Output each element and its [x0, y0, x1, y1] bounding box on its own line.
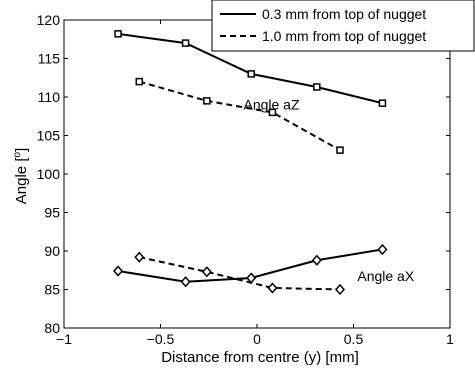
- legend-box: [211, 0, 475, 52]
- annotation-label: Angle aX: [357, 268, 414, 284]
- series-line: [138, 80, 341, 152]
- y-tick-label: 80: [44, 320, 60, 336]
- annotation-label: Angle aZ: [243, 96, 299, 112]
- data-point: [268, 108, 277, 117]
- axis-ticks: −1 −0.5 0 0.5 1 80 85 90 95 100 105 110 115 120: [37, 12, 454, 347]
- y-tick-label: 85: [44, 282, 60, 298]
- data-point: [311, 254, 322, 266]
- legend: 0.3 mm from top of nugget 1.0 mm from top…: [211, 0, 475, 52]
- x-tick-label: −1: [56, 331, 72, 347]
- y-tick-label: 100: [37, 166, 61, 182]
- data-point: [114, 30, 122, 38]
- x-tick-label: 0.5: [344, 331, 364, 347]
- data-point: [336, 146, 344, 154]
- y-axis-title: Angle [o]: [12, 148, 30, 204]
- x-tick-label: 1: [446, 331, 454, 347]
- data-point: [313, 83, 321, 91]
- y-tick-label: 105: [37, 128, 61, 144]
- data-point: [181, 39, 190, 47]
- legend-label: 1.0 mm from top of nugget: [262, 28, 426, 44]
- series-aZ-1-0mm: [135, 77, 344, 154]
- series-aZ-0-3mm: [114, 30, 387, 107]
- x-axis-title: Distance from centre (y) [mm]: [161, 349, 359, 366]
- legend-label: 0.3 mm from top of nugget: [262, 6, 426, 22]
- series-aX-0-3mm: [113, 243, 388, 288]
- data-point: [134, 251, 145, 263]
- y-tick-label: 90: [44, 243, 60, 259]
- series-aX-1-0mm: [134, 251, 345, 296]
- data-point: [201, 266, 212, 278]
- data-point: [113, 265, 124, 277]
- data-point: [247, 70, 255, 78]
- annotations: Angle aZ Angle aX: [243, 96, 414, 284]
- series-layer: [113, 30, 388, 296]
- data-point: [378, 99, 387, 107]
- data-point: [267, 282, 278, 294]
- x-tick-label: 0: [253, 331, 261, 347]
- data-point: [377, 243, 388, 256]
- series-line: [139, 256, 341, 291]
- y-tick-label: 115: [38, 51, 61, 67]
- y-tick-label: 95: [44, 205, 60, 221]
- y-tick-label: 110: [38, 89, 61, 105]
- data-point: [135, 77, 144, 86]
- data-point: [203, 97, 211, 105]
- data-point: [180, 276, 191, 288]
- data-point: [334, 283, 345, 296]
- x-tick-label: −0.5: [147, 331, 175, 347]
- y-tick-label: 120: [37, 12, 61, 28]
